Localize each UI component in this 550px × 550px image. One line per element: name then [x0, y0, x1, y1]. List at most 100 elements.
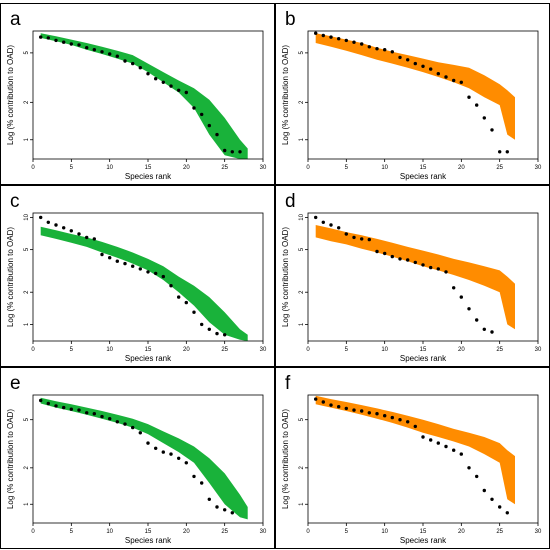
data-point: [131, 264, 135, 268]
data-point: [192, 106, 196, 110]
x-tick-label: 30: [535, 529, 542, 535]
data-point: [92, 237, 97, 241]
y-tick-label: 1: [299, 137, 305, 141]
x-tick-label: 30: [535, 165, 542, 171]
data-point: [337, 226, 341, 230]
data-point: [398, 418, 402, 422]
data-point: [131, 425, 135, 430]
data-point: [46, 36, 50, 40]
data-point: [498, 505, 502, 509]
x-tick-label: 25: [221, 529, 228, 535]
data-point: [467, 95, 471, 99]
x-tick-label: 5: [70, 165, 74, 171]
data-point: [436, 267, 440, 271]
data-point: [459, 295, 463, 299]
panel-letter: d: [285, 191, 296, 212]
data-point: [77, 43, 81, 47]
data-point: [138, 267, 142, 271]
data-point: [200, 322, 204, 327]
data-point: [69, 229, 74, 233]
x-tick-label: 20: [183, 347, 190, 353]
data-point: [131, 61, 135, 66]
data-point: [39, 398, 43, 403]
data-point: [413, 260, 417, 265]
x-tick-label: 20: [458, 529, 465, 535]
panel-letter: b: [285, 9, 296, 30]
data-point: [360, 237, 364, 241]
x-tick-label: 0: [306, 529, 310, 535]
data-point: [360, 409, 364, 413]
null-model-band: [40, 33, 248, 160]
data-point: [115, 54, 120, 58]
data-point: [367, 237, 371, 242]
x-tick-label: 30: [260, 529, 267, 535]
x-tick-label: 10: [106, 347, 113, 353]
data-point: [383, 251, 387, 256]
data-point: [383, 48, 387, 52]
data-point: [321, 220, 325, 224]
data-point: [92, 412, 97, 416]
data-point: [169, 84, 173, 88]
x-axis-title: Species rank: [125, 172, 172, 181]
x-tick-label: 30: [260, 347, 267, 353]
x-tick-label: 10: [106, 529, 113, 535]
data-point: [436, 441, 440, 445]
data-point: [344, 232, 348, 236]
x-tick-label: 15: [145, 165, 152, 171]
y-tick-label: 2: [299, 100, 305, 104]
data-point: [108, 417, 112, 421]
data-point: [200, 112, 204, 117]
panel-border: [0, 3, 275, 185]
panel-letter: f: [285, 373, 291, 394]
data-point: [383, 414, 387, 418]
y-tick-label: 2: [299, 290, 305, 294]
data-point: [436, 72, 440, 76]
data-point: [77, 408, 81, 412]
data-point: [375, 249, 379, 254]
data-point: [390, 415, 394, 420]
data-point: [207, 327, 211, 331]
data-point: [54, 404, 58, 408]
x-tick-label: 25: [496, 165, 503, 171]
data-point: [200, 481, 204, 485]
data-point: [482, 488, 486, 493]
data-point: [154, 77, 158, 81]
data-point: [184, 90, 188, 95]
y-tick-label: 1: [24, 137, 30, 141]
x-tick-label: 15: [145, 529, 152, 535]
data-point: [123, 261, 127, 266]
x-tick-label: 15: [420, 347, 427, 353]
x-tick-label: 25: [221, 165, 228, 171]
data-point: [390, 50, 394, 54]
data-point: [329, 223, 333, 227]
data-point: [467, 466, 471, 470]
data-point: [352, 408, 356, 412]
data-point: [108, 256, 112, 260]
y-tick-label: 5: [24, 51, 30, 55]
panel-border: [0, 367, 275, 549]
y-tick-label: 2: [24, 100, 30, 104]
data-point: [406, 258, 410, 262]
data-point: [207, 497, 211, 501]
data-point: [444, 75, 448, 79]
data-point: [62, 405, 66, 410]
data-point: [62, 226, 66, 230]
x-tick-label: 0: [31, 165, 35, 171]
x-tick-label: 30: [260, 165, 267, 171]
data-point: [192, 474, 196, 479]
data-point: [314, 215, 318, 220]
x-tick-label: 20: [183, 165, 190, 171]
data-point: [146, 441, 150, 445]
data-point: [138, 431, 142, 435]
data-point: [115, 420, 120, 424]
data-point: [352, 235, 356, 240]
data-point: [169, 452, 173, 456]
x-tick-label: 5: [345, 165, 349, 171]
data-point: [154, 446, 158, 450]
data-point: [390, 254, 394, 259]
data-point: [329, 403, 333, 407]
data-point: [69, 42, 74, 46]
